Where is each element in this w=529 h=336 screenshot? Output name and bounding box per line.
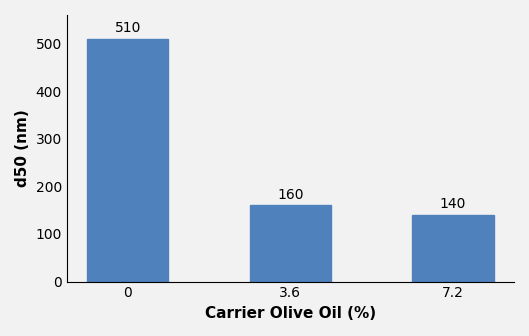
Y-axis label: d50 (nm): d50 (nm) [15,110,30,187]
Text: 510: 510 [115,21,141,35]
Bar [250,205,331,282]
Bar [87,39,168,282]
Text: 160: 160 [277,187,304,202]
X-axis label: Carrier Olive Oil (%): Carrier Olive Oil (%) [205,306,376,321]
Bar [413,215,494,282]
Text: 140: 140 [440,197,466,211]
